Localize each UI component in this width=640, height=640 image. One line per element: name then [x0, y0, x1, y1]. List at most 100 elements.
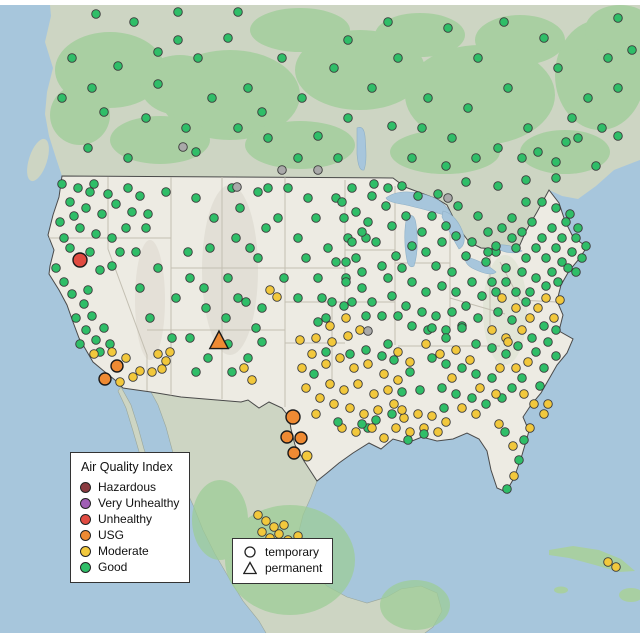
aqi-marker-g	[261, 223, 271, 233]
aqi-marker-g	[561, 217, 571, 227]
aqi-marker-g	[369, 179, 379, 189]
legend-item-moderate: Moderate	[80, 543, 179, 559]
aqi-marker-m	[351, 427, 361, 437]
aqi-marker-g	[397, 263, 407, 273]
aqi-marker-g	[363, 217, 373, 227]
aqi-marker-g	[323, 243, 333, 253]
aqi-marker-g	[201, 303, 211, 313]
aqi-marker-g	[361, 311, 371, 321]
aqi-marker-g	[603, 53, 613, 63]
aqi-marker-m	[325, 379, 335, 389]
aqi-marker-m	[153, 349, 163, 359]
aqi-marker-m	[349, 363, 359, 373]
aqi-marker-g	[447, 133, 457, 143]
aqi-marker-m	[373, 405, 383, 415]
aqi-marker-g	[551, 243, 561, 253]
aqi-marker-g	[67, 53, 77, 63]
aqi-marker-g	[539, 321, 549, 331]
aqi-marker-m	[147, 367, 157, 377]
aqi-marker-g	[223, 33, 233, 43]
aqi-marker-m	[272, 292, 282, 302]
aqi-marker-m	[549, 313, 559, 323]
aqi-marker-m	[427, 411, 437, 421]
aqi-marker-g	[507, 315, 517, 325]
aqi-marker-g	[257, 337, 267, 347]
aqi-marker-g	[525, 287, 535, 297]
aqi-marker-g	[81, 325, 91, 335]
aqi-marker-g	[57, 179, 67, 189]
aqi-legend-title: Air Quality Index	[81, 460, 173, 474]
aqi-marker-m	[525, 423, 535, 433]
aqi-marker-g	[535, 381, 545, 391]
aqi-marker-m	[315, 393, 325, 403]
aqi-marker-g	[111, 199, 121, 209]
aqi-marker-g	[377, 351, 387, 361]
aqi-marker-m	[393, 347, 403, 357]
aqi-marker-g	[341, 257, 351, 267]
aqi-marker-m	[421, 339, 431, 349]
aqi-marker-g	[427, 323, 437, 333]
aqi-marker-g	[517, 227, 527, 237]
aqi-legend-rows: Hazardous Very Unhealthy Unhealthy USG Moder…	[80, 479, 179, 575]
aqi-marker-m	[491, 389, 501, 399]
aqi-marker-g	[417, 307, 427, 317]
aqi-marker-m	[327, 337, 337, 347]
aqi-marker-g	[553, 63, 563, 73]
aqi-marker-g	[471, 153, 481, 163]
markers-layer	[51, 7, 637, 572]
aqi-marker-g	[383, 273, 393, 283]
aqi-marker-g	[367, 83, 377, 93]
aqi-marker-g	[573, 133, 583, 143]
aqi-marker-m	[495, 363, 505, 373]
aqi-marker-g	[461, 251, 471, 261]
aqi-marker-g	[301, 253, 311, 263]
aqi-marker-m	[343, 331, 353, 341]
aqi-marker-g	[241, 297, 251, 307]
aqi-marker-g	[339, 213, 349, 223]
aqi-marker-g	[91, 229, 101, 239]
legend-swatch-icon	[80, 481, 91, 493]
aqi-marker-g	[501, 277, 511, 287]
aqi-marker-g	[527, 333, 537, 343]
aqi-marker-g	[531, 347, 541, 357]
aqi-marker-g	[357, 419, 367, 429]
aqi-marker-g	[245, 243, 255, 253]
aqi-marker-m	[511, 303, 521, 313]
aqi-marker-m	[257, 527, 267, 537]
aqi-marker-g	[461, 177, 471, 187]
aqi-marker-m	[359, 409, 369, 419]
aqi-marker-m	[447, 373, 457, 383]
aqi-marker-g	[97, 209, 107, 219]
legend-label: USG	[98, 528, 125, 542]
aqi-marker-g	[339, 301, 349, 311]
aqi-marker-g	[51, 263, 61, 273]
aqi-marker-g	[55, 217, 65, 227]
aqi-marker-m	[265, 285, 275, 295]
legend-label: Good	[98, 560, 128, 574]
aqi-marker-g	[517, 153, 527, 163]
aqi-marker-g	[397, 387, 407, 397]
aqi-marker-g	[537, 197, 547, 207]
aqi-marker-g	[583, 93, 593, 103]
aqi-marker-m	[107, 347, 117, 357]
aqi-marker-g	[107, 233, 117, 243]
aqi-marker-g	[303, 193, 313, 203]
aqi-marker-g	[135, 191, 145, 201]
aqi-marker-m	[261, 516, 271, 526]
aqi-marker-u-permanent	[208, 329, 230, 350]
aqi-marker-g	[83, 285, 93, 295]
aqi-marker-g	[441, 333, 451, 343]
aqi-marker-g	[351, 207, 361, 217]
aqi-marker-m	[367, 423, 377, 433]
aqi-marker-g	[243, 353, 253, 363]
aqi-marker-g	[279, 273, 289, 283]
aqi-marker-m	[509, 471, 519, 481]
aqi-marker-m	[519, 389, 529, 399]
aqi-marker-g	[361, 345, 371, 355]
aqi-marker-g	[181, 123, 191, 133]
aqi-marker-g	[613, 83, 623, 93]
aqi-marker-m	[397, 405, 407, 415]
aqi-marker-g	[457, 323, 467, 333]
aqi-marker-g	[199, 283, 209, 293]
